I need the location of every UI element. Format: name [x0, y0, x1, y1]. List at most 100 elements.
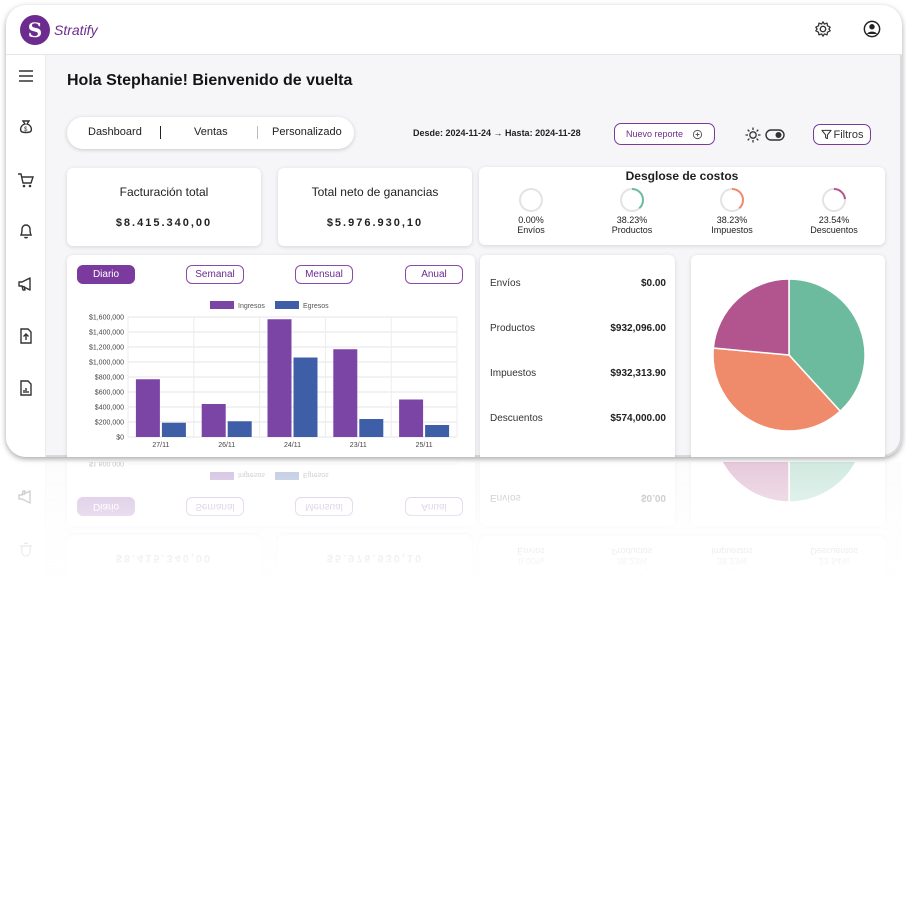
sales-chart-card: Diario Semanal Mensual Anual Ingresos Egr… [67, 462, 475, 526]
progress-ring [822, 569, 846, 582]
y-tick-label: $0 [116, 435, 124, 442]
bar-egresos-4[interactable] [425, 425, 450, 437]
y-tick-label: $1,600,000 [89, 315, 124, 322]
bar-egresos-1[interactable] [227, 421, 252, 437]
period-weekly-button: Semanal [186, 497, 244, 516]
bell-icon [19, 542, 33, 557]
date-range[interactable]: Desde: 2024-11-24 → Hasta: 2024-11-28 [413, 128, 581, 138]
cost-breakdown-card: Desglose de costos 0.00%Envíos38.23%Prod… [479, 536, 885, 582]
period-daily-button[interactable]: Diario [77, 265, 135, 284]
legend-label: Ingresos [238, 303, 265, 310]
pie-chart-card [691, 255, 885, 457]
progress-arc [620, 569, 644, 582]
main-content: Hola Stephanie! Bienvenido de vuelta Das… [46, 55, 902, 457]
megaphone-icon[interactable] [17, 275, 35, 293]
tab-ventas[interactable]: Ventas [194, 126, 228, 138]
breakdown-label: Productos [490, 323, 536, 334]
cost-kpi-label: Envíos [517, 546, 545, 556]
new-report-button[interactable]: Nuevo reporte [614, 123, 715, 145]
menu-icon[interactable] [17, 67, 35, 85]
period-yearly-button[interactable]: Anual [405, 265, 463, 284]
bar-ingresos-0[interactable] [135, 379, 160, 437]
net-profit-title: Total neto de ganancias [311, 185, 439, 199]
bar-ingresos-2[interactable] [267, 319, 292, 437]
tab-dashboard[interactable]: Dashboard [88, 126, 142, 138]
bar-egresos-3[interactable] [359, 419, 384, 437]
logo[interactable]: S Stratify [20, 15, 98, 45]
period-weekly-button[interactable]: Semanal [186, 265, 244, 284]
legend-swatch [275, 472, 299, 480]
period-monthly-button[interactable]: Mensual [295, 265, 353, 284]
progress-arc [620, 188, 644, 212]
breakdown-amount: $932,096.00 [610, 323, 666, 334]
cost-kpi-0: 0.00% Envíos [486, 187, 576, 235]
pie-slice-impuestos[interactable] [712, 347, 842, 432]
sun-icon[interactable] [744, 126, 762, 144]
user-icon[interactable] [863, 20, 881, 38]
tab-bar: Dashboard Ventas Personalizado [67, 117, 354, 149]
chart-legend: Ingresos Egresos [210, 301, 329, 310]
cost-kpi-percent: 0.00% [518, 215, 544, 225]
bell-icon[interactable] [17, 222, 35, 240]
x-tick-label: 27/11 [152, 442, 169, 449]
breakdown-amount: $0.00 [640, 278, 666, 289]
net-profit-card: Total neto de ganancias $5.976.930,10 [278, 168, 472, 246]
bar-egresos-2[interactable] [293, 357, 318, 438]
gear-icon[interactable] [814, 20, 832, 38]
file-upload-icon[interactable] [17, 327, 35, 345]
billing-value: $8.415.340,00 [115, 552, 213, 564]
period-yearly-button: Anual [405, 497, 463, 516]
breakdown-row-envios: Envíos $0.00 [490, 492, 666, 503]
cost-kpi-percent: 38.23% [716, 556, 748, 566]
cost-kpi-percent: 0.00% [518, 556, 544, 566]
bar-egresos-0[interactable] [161, 422, 186, 437]
breakdown-amount: $932,313.90 [610, 368, 666, 379]
progress-ring [519, 569, 543, 582]
cost-kpi-2: 38.23% Impuestos [687, 546, 777, 582]
breakdown-label: Impuestos [490, 368, 537, 379]
bar-chart: IngresosEgresos$0$200,000$400,000$600,00… [89, 462, 458, 480]
net-profit-card: Total neto de ganancias $5.976.930,10 [278, 535, 472, 582]
cost-kpi-percent: 23.54% [818, 556, 850, 566]
y-tick-label: $1,600,000 [89, 462, 124, 467]
tab-personalizado[interactable]: Personalizado [272, 126, 342, 138]
screen-reflection: S Stratify $ [6, 462, 902, 582]
x-tick-label: 23/11 [350, 442, 367, 449]
cost-kpi-label: Impuestos [711, 546, 753, 556]
bar-ingresos-1[interactable] [201, 404, 226, 437]
pie-chart [712, 462, 866, 503]
cost-kpi-label: Impuestos [711, 225, 753, 235]
progress-ring [822, 188, 846, 212]
cart-icon[interactable] [17, 171, 35, 189]
breakdown-row-descuentos: Descuentos $574,000.00 [490, 413, 666, 424]
cost-breakdown-title: Desglose de costos [625, 169, 739, 183]
period-daily-button: Diario [77, 497, 135, 516]
billing-title: Facturación total [119, 185, 209, 199]
x-tick-label: 26/11 [218, 442, 235, 449]
bar-ingresos-4[interactable] [399, 399, 424, 438]
chart-legend: Ingresos Egresos [210, 471, 329, 480]
legend-label: Egresos [303, 303, 329, 310]
pie-slice-productos[interactable] [788, 278, 866, 413]
money-bag-icon[interactable]: $ [17, 117, 35, 135]
progress-arc [720, 188, 744, 212]
breakdown-list-card: Envíos $0.00 Productos $932,096.00 Impue… [480, 462, 675, 526]
cost-kpi-1: 38.23% Productos [587, 546, 677, 582]
pie-slice-descuentos [712, 462, 790, 503]
cost-kpi-percent: 38.23% [716, 215, 748, 225]
tab-separator [257, 126, 258, 139]
theme-toggle[interactable] [765, 129, 785, 141]
filters-button[interactable]: Filtros [813, 124, 871, 145]
progress-ring [720, 569, 744, 582]
legend-label: Ingresos [238, 471, 265, 478]
bar-ingresos-3[interactable] [333, 349, 358, 437]
cost-kpi-3: 23.54% Descuentos [789, 546, 879, 582]
pie-slice-descuentos[interactable] [712, 278, 790, 356]
sales-chart-card: Diario Semanal Mensual Anual Ingresos Egr… [67, 255, 475, 457]
y-tick-label: $1,200,000 [89, 345, 124, 352]
report-chart-icon[interactable] [17, 379, 35, 397]
progress-ring [720, 188, 744, 212]
megaphone-icon [18, 490, 31, 504]
breakdown-list-card: Envíos $0.00 Productos $932,096.00 Impue… [480, 255, 675, 457]
tab-separator [160, 126, 161, 139]
